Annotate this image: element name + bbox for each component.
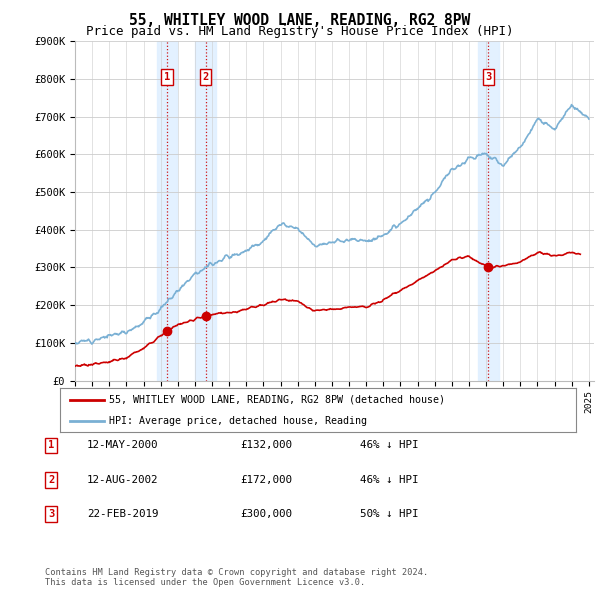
Text: 46% ↓ HPI: 46% ↓ HPI bbox=[360, 475, 419, 484]
Text: 46% ↓ HPI: 46% ↓ HPI bbox=[360, 441, 419, 450]
Text: 3: 3 bbox=[485, 72, 491, 82]
Text: £300,000: £300,000 bbox=[240, 509, 292, 519]
Text: HPI: Average price, detached house, Reading: HPI: Average price, detached house, Read… bbox=[109, 416, 367, 426]
Text: £172,000: £172,000 bbox=[240, 475, 292, 484]
Text: 3: 3 bbox=[48, 509, 54, 519]
Bar bbox=[195, 41, 216, 381]
Text: £132,000: £132,000 bbox=[240, 441, 292, 450]
Text: Price paid vs. HM Land Registry's House Price Index (HPI): Price paid vs. HM Land Registry's House … bbox=[86, 25, 514, 38]
Text: 22-FEB-2019: 22-FEB-2019 bbox=[87, 509, 158, 519]
Text: 55, WHITLEY WOOD LANE, READING, RG2 8PW (detached house): 55, WHITLEY WOOD LANE, READING, RG2 8PW … bbox=[109, 395, 445, 405]
Text: 2: 2 bbox=[48, 475, 54, 484]
Text: 2: 2 bbox=[202, 72, 209, 82]
Bar bbox=[478, 41, 499, 381]
Text: 12-AUG-2002: 12-AUG-2002 bbox=[87, 475, 158, 484]
Text: 50% ↓ HPI: 50% ↓ HPI bbox=[360, 509, 419, 519]
Text: 1: 1 bbox=[48, 441, 54, 450]
Text: Contains HM Land Registry data © Crown copyright and database right 2024.
This d: Contains HM Land Registry data © Crown c… bbox=[45, 568, 428, 587]
Bar bbox=[157, 41, 177, 381]
Text: 55, WHITLEY WOOD LANE, READING, RG2 8PW: 55, WHITLEY WOOD LANE, READING, RG2 8PW bbox=[130, 13, 470, 28]
Text: 1: 1 bbox=[164, 72, 170, 82]
Text: 12-MAY-2000: 12-MAY-2000 bbox=[87, 441, 158, 450]
